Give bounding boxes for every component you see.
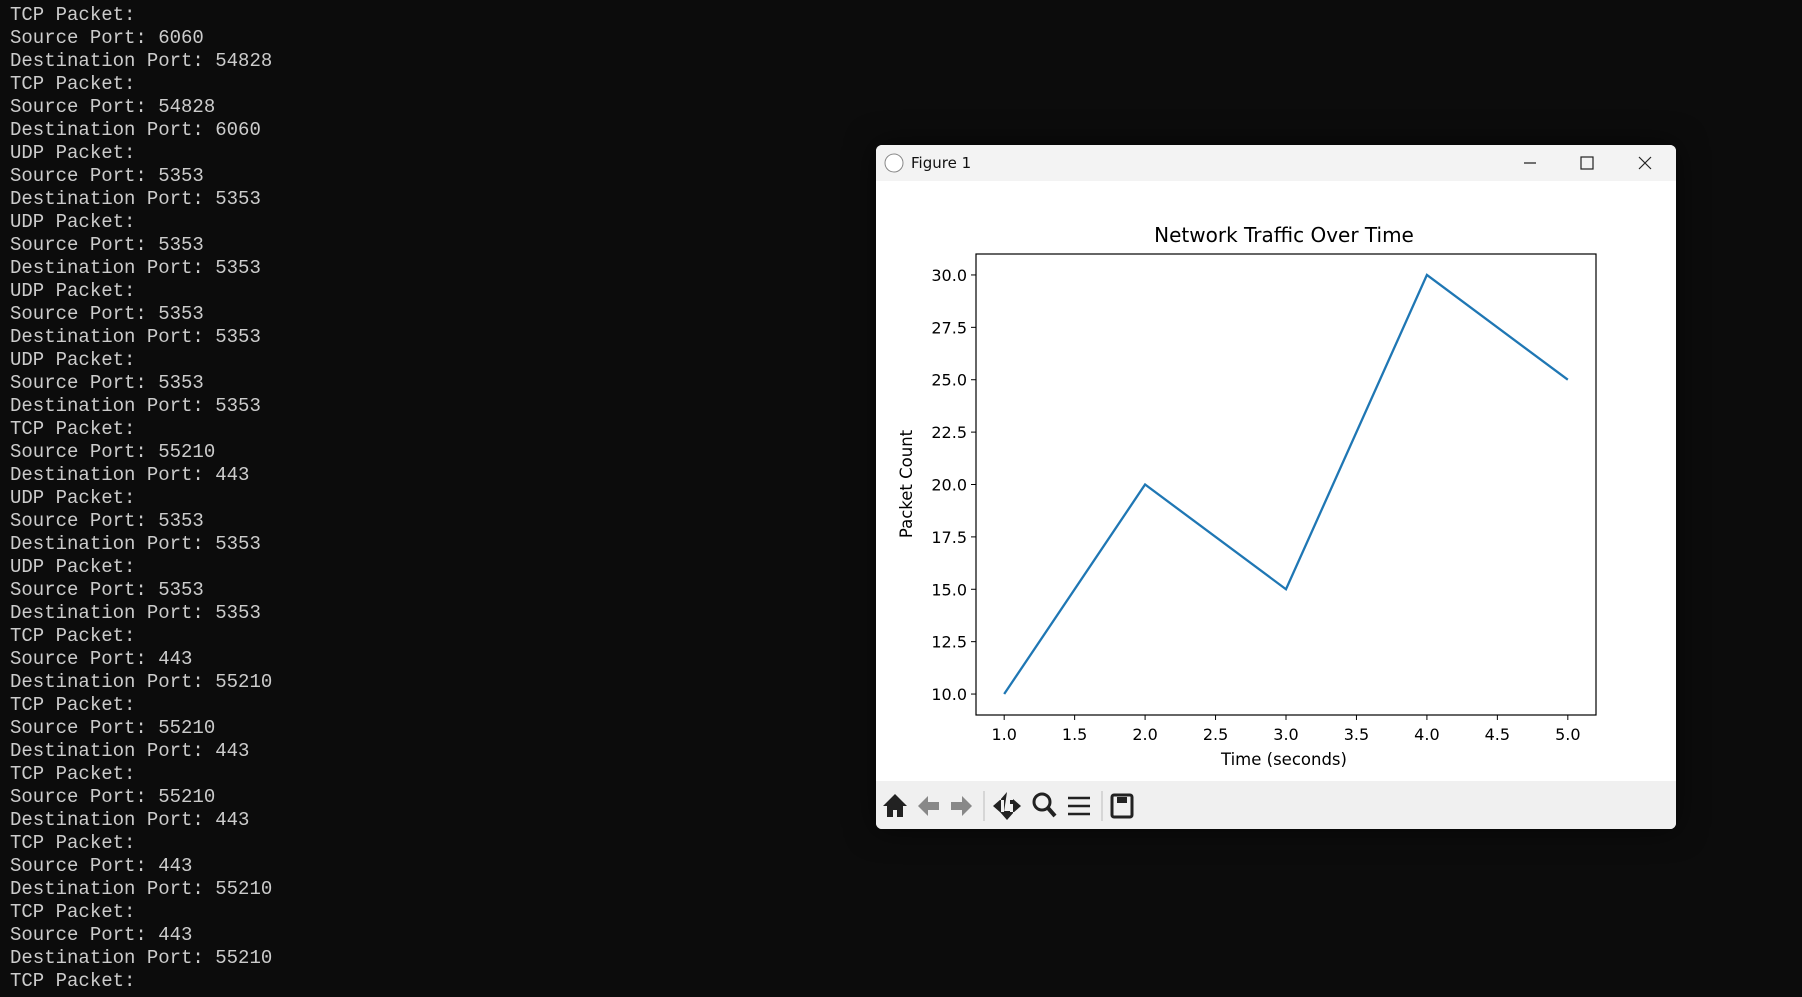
terminal-line: UDP Packet: <box>10 141 136 164</box>
terminal-line: TCP Packet: <box>10 417 136 440</box>
configure-button[interactable] <box>1068 796 1090 816</box>
terminal-line: Source Port: 5353 <box>10 302 204 325</box>
terminal-line: TCP Packet: <box>10 693 136 716</box>
terminal-line: UDP Packet: <box>10 555 136 578</box>
y-axis-label: Packet Count <box>897 429 916 538</box>
terminal-line: Source Port: 5353 <box>10 578 204 601</box>
terminal-line: Destination Port: 5353 <box>10 187 261 210</box>
toolbar <box>876 781 1676 829</box>
plot-frame <box>975 253 1597 716</box>
terminal-line: Source Port: 443 <box>10 923 193 946</box>
x-tick-label: 2.5 <box>1203 725 1228 744</box>
y-tick-label: 30.0 <box>931 266 967 285</box>
close-button[interactable] <box>1638 156 1652 170</box>
home-button[interactable] <box>883 794 907 817</box>
terminal-line: TCP Packet: <box>10 969 136 992</box>
terminal-line: Destination Port: 5353 <box>10 532 261 555</box>
terminal-line: Destination Port: 55210 <box>10 877 273 900</box>
terminal-line: Source Port: 55210 <box>10 785 216 808</box>
terminal-line: UDP Packet: <box>10 210 136 233</box>
terminal-line: Source Port: 5353 <box>10 164 204 187</box>
x-tick-label: 5.0 <box>1555 725 1580 744</box>
terminal-line: Source Port: 55210 <box>10 440 216 463</box>
terminal-line: TCP Packet: <box>10 3 136 26</box>
x-tick-label: 3.0 <box>1273 725 1298 744</box>
save-button[interactable] <box>1110 793 1134 819</box>
terminal-line: TCP Packet: <box>10 831 136 854</box>
y-tick-label: 15.0 <box>931 580 967 599</box>
terminal-line: Destination Port: 5353 <box>10 256 261 279</box>
zoom-button[interactable] <box>1032 792 1052 812</box>
terminal-line: Destination Port: 54828 <box>10 49 273 72</box>
terminal-line: Destination Port: 5353 <box>10 601 261 624</box>
terminal-line: TCP Packet: <box>10 900 136 923</box>
back-button[interactable] <box>918 796 939 816</box>
forward-button[interactable] <box>951 796 972 816</box>
data-line <box>1003 273 1569 695</box>
terminal-line: Destination Port: 443 <box>10 463 250 486</box>
x-axis-label: Time (seconds) <box>1220 750 1347 769</box>
y-tick-label: 17.5 <box>931 528 967 547</box>
pan-button[interactable] <box>993 792 1021 820</box>
terminal-line: TCP Packet: <box>10 624 136 647</box>
chart-title: Network Traffic Over Time <box>1154 223 1414 247</box>
terminal-line: Source Port: 6060 <box>10 26 204 49</box>
y-tick-label: 10.0 <box>931 685 967 704</box>
terminal-line: TCP Packet: <box>10 72 136 95</box>
x-tick-label: 1.5 <box>1062 725 1087 744</box>
maximize-button[interactable] <box>1580 156 1594 170</box>
terminal-line: Source Port: 55210 <box>10 716 216 739</box>
terminal-line: Destination Port: 443 <box>10 739 250 762</box>
y-tick-label: 12.5 <box>931 633 967 652</box>
terminal-line: Destination Port: 6060 <box>10 118 261 141</box>
x-tick-label: 2.0 <box>1132 725 1157 744</box>
terminal-line: Source Port: 443 <box>10 854 193 877</box>
terminal-line: TCP Packet: <box>10 762 136 785</box>
terminal-line: Source Port: 5353 <box>10 509 204 532</box>
app-icon <box>884 153 904 173</box>
terminal-line: Destination Port: 5353 <box>10 325 261 348</box>
terminal-line: UDP Packet: <box>10 279 136 302</box>
terminal-line: UDP Packet: <box>10 348 136 371</box>
figure-window: Figure 1 Network Traffic Over Time Time … <box>876 145 1676 829</box>
y-tick-label: 27.5 <box>931 318 967 337</box>
terminal-line: Destination Port: 55210 <box>10 946 273 969</box>
terminal-line: UDP Packet: <box>10 486 136 509</box>
x-tick-label: 4.0 <box>1414 725 1439 744</box>
terminal-line: Destination Port: 5353 <box>10 394 261 417</box>
terminal-line: Source Port: 54828 <box>10 95 216 118</box>
figure: Figure 1 Network Traffic Over Time Time … <box>876 145 1676 829</box>
x-tick-label: 1.0 <box>991 725 1016 744</box>
terminal-line: Destination Port: 443 <box>10 808 250 831</box>
title-bar <box>876 145 1676 181</box>
window-title: Figure 1 <box>911 154 971 172</box>
terminal-line: Destination Port: 55210 <box>10 670 273 693</box>
terminal-line: Source Port: 5353 <box>10 233 204 256</box>
y-tick-label: 22.5 <box>931 423 967 442</box>
terminal-line: Source Port: 5353 <box>10 371 204 394</box>
y-tick-label: 25.0 <box>931 371 967 390</box>
y-tick-label: 20.0 <box>931 476 967 495</box>
terminal-line: Source Port: 443 <box>10 647 193 670</box>
x-tick-label: 3.5 <box>1344 725 1369 744</box>
x-tick-label: 4.5 <box>1485 725 1510 744</box>
